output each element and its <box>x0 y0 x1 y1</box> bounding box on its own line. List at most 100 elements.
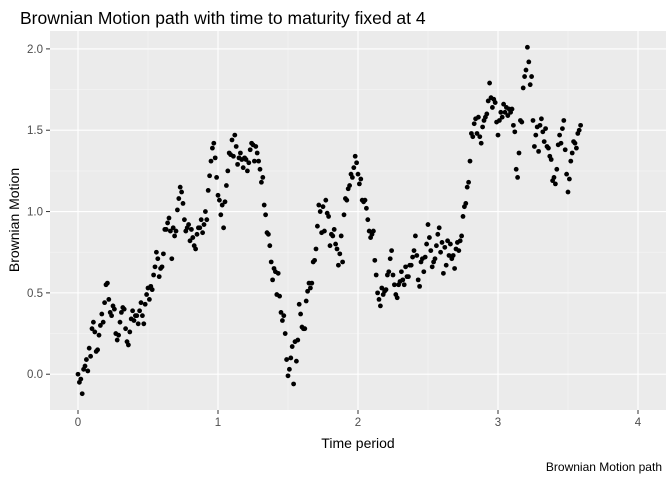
data-point <box>252 158 257 164</box>
data-point <box>149 287 155 293</box>
data-point <box>95 347 100 353</box>
data-point <box>340 259 345 265</box>
data-point <box>548 157 554 162</box>
data-point <box>565 189 571 195</box>
data-point <box>439 240 445 245</box>
data-point <box>106 296 112 302</box>
data-point <box>376 296 382 302</box>
data-point <box>428 248 434 253</box>
data-point <box>204 217 210 223</box>
data-point <box>247 147 253 153</box>
data-point <box>551 174 557 180</box>
data-point <box>456 248 462 253</box>
x-axis-ticks: 0 1 2 3 4 <box>75 410 642 429</box>
data-point <box>347 183 352 188</box>
data-point <box>362 197 368 203</box>
data-point <box>203 209 208 214</box>
data-point <box>205 188 211 193</box>
data-point <box>497 118 502 123</box>
data-point <box>210 145 215 151</box>
data-point <box>334 246 340 252</box>
data-point <box>435 231 441 237</box>
data-point <box>309 280 315 286</box>
data-point <box>277 293 282 299</box>
data-point <box>490 105 495 110</box>
data-point <box>373 272 379 278</box>
data-point <box>383 287 389 293</box>
data-point <box>554 166 560 172</box>
data-point <box>574 145 579 151</box>
y-tick-label: 1.5 <box>27 125 43 137</box>
data-point <box>268 259 274 265</box>
data-point <box>245 168 250 174</box>
data-point <box>256 158 261 164</box>
data-point <box>371 228 376 234</box>
data-point <box>211 140 217 146</box>
data-point <box>138 300 144 306</box>
data-point <box>403 264 408 270</box>
data-point <box>117 319 123 325</box>
data-point <box>112 306 117 312</box>
data-point <box>98 323 103 328</box>
data-point <box>417 283 422 289</box>
data-point <box>470 134 476 140</box>
data-point <box>232 132 238 138</box>
data-point <box>154 249 159 255</box>
data-point <box>317 209 323 214</box>
y-tick-label: 0.0 <box>27 369 43 381</box>
data-point <box>498 109 504 115</box>
data-point <box>502 109 508 115</box>
data-point <box>526 59 532 65</box>
data-point <box>200 230 206 236</box>
data-point <box>415 277 421 283</box>
data-point <box>84 357 89 362</box>
data-point <box>147 296 152 302</box>
data-point <box>411 248 417 253</box>
data-point <box>102 300 107 306</box>
data-point <box>130 308 136 314</box>
data-point <box>260 174 266 180</box>
chart-title: Brownian Motion path with time to maturi… <box>20 8 426 28</box>
data-point <box>569 150 575 156</box>
data-point <box>379 285 385 291</box>
data-point <box>177 184 183 190</box>
data-point <box>275 270 281 276</box>
data-point <box>467 158 473 164</box>
data-point <box>82 363 88 369</box>
data-point <box>159 264 165 270</box>
data-point <box>476 114 481 120</box>
data-point <box>471 121 477 127</box>
x-tick-label: 0 <box>75 417 81 429</box>
data-point <box>401 282 407 288</box>
data-point <box>541 139 547 145</box>
data-point <box>288 355 294 361</box>
data-point <box>352 153 358 159</box>
data-point <box>312 257 317 263</box>
x-tick-label: 3 <box>495 417 501 429</box>
data-point <box>280 318 285 323</box>
data-point <box>182 217 187 223</box>
data-point <box>134 313 140 319</box>
data-point <box>366 228 372 234</box>
data-point <box>168 228 173 234</box>
data-point <box>315 223 320 229</box>
data-point <box>100 319 106 325</box>
x-tick-label: 4 <box>635 417 642 429</box>
data-point <box>179 189 185 195</box>
data-point <box>316 202 322 208</box>
data-point <box>320 204 326 210</box>
data-point <box>305 288 310 294</box>
data-point <box>267 243 273 249</box>
data-point <box>137 308 143 314</box>
data-point <box>365 217 371 223</box>
data-point <box>485 98 491 104</box>
data-point <box>291 381 296 387</box>
data-point <box>487 80 492 86</box>
data-point <box>576 127 582 133</box>
data-point <box>180 201 186 206</box>
data-point <box>142 301 148 307</box>
data-point <box>386 269 392 275</box>
data-point <box>480 124 485 130</box>
data-point <box>392 282 397 288</box>
data-point <box>327 243 333 249</box>
